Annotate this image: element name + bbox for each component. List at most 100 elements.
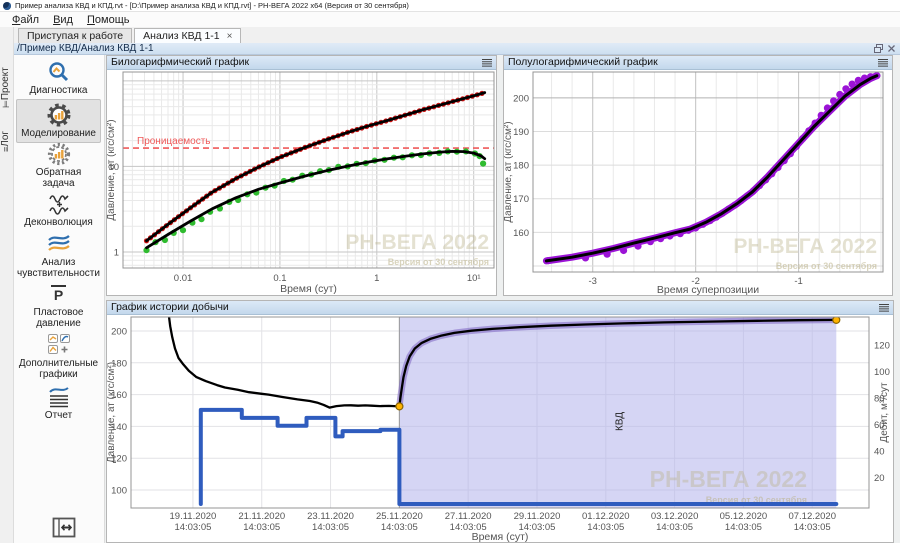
y-axis-title: Давление, ат (кгс/см²): [107, 119, 117, 220]
svg-text:14:03:05: 14:03:05: [794, 522, 831, 533]
svg-text:14:03:05: 14:03:05: [725, 522, 762, 533]
history-chart[interactable]: КВД РН-ВЕГА 2022 Версия от 30 сентября 19.1…: [107, 315, 893, 542]
close-panel-icon[interactable]: [887, 44, 896, 53]
svg-text:180: 180: [513, 161, 529, 172]
svg-text:14:03:05: 14:03:05: [656, 522, 693, 533]
axis-tick-labels: -3 -2 -1 160 170 180 190 200: [513, 93, 803, 287]
svg-text:07.12.2020: 07.12.2020: [788, 511, 836, 522]
plot-background: [533, 72, 883, 272]
panel-menu-icon[interactable]: [878, 303, 890, 312]
svg-text:1: 1: [374, 273, 379, 284]
svg-text:14:03:05: 14:03:05: [174, 522, 211, 533]
panel-semilog: Полулогарифмический график РН-ВЕГА 2022 В…: [503, 55, 893, 296]
tab-close-icon[interactable]: ×: [226, 31, 233, 42]
buildup-region: [399, 317, 837, 508]
float-panel-icon[interactable]: [874, 44, 883, 53]
svg-text:03.12.2020: 03.12.2020: [651, 511, 699, 522]
menu-file[interactable]: Файл: [12, 13, 40, 26]
svg-text:160: 160: [513, 228, 529, 239]
plot-border: [532, 71, 884, 273]
svg-text:100: 100: [111, 486, 127, 497]
vtab-label: Лог: [0, 130, 11, 147]
menu-view[interactable]: Вид: [53, 13, 73, 26]
svg-text:80: 80: [874, 393, 885, 404]
derivative-model: [145, 150, 487, 250]
svg-text:160: 160: [111, 390, 127, 401]
tab-label: Приступая к работе: [27, 30, 124, 42]
permeability-annotation: Проницаемость: [137, 136, 211, 147]
svg-text:200: 200: [513, 93, 529, 104]
svg-text:-1: -1: [794, 276, 802, 287]
svg-text:01.12.2020: 01.12.2020: [582, 511, 630, 522]
sidebar-tab-project[interactable]: ⊨Проект: [0, 57, 14, 119]
tab-getting-started[interactable]: Приступая к работе: [18, 28, 133, 43]
watermark-text: РН-ВЕГА 2022: [650, 466, 807, 492]
inverse-problem-icon: [16, 141, 101, 167]
svg-text:25.11.2020: 25.11.2020: [376, 511, 423, 522]
plot-border: [130, 316, 870, 509]
panel-menu-icon[interactable]: [481, 58, 493, 67]
vtab-label: Проект: [0, 67, 11, 101]
sidebar-item-diagnostics[interactable]: Диагностика: [16, 59, 101, 96]
panel-menu-icon[interactable]: [877, 58, 889, 67]
app-logo-icon: [3, 1, 11, 10]
grid-lines: [533, 72, 883, 272]
breadcrumb: /Пример КВД/Анализ КВД 1-1: [14, 43, 900, 55]
panel-loglog: Билогарифмический график РН-ВЕГА 2022 Вер…: [106, 55, 497, 296]
sidebar-item-modeling[interactable]: Моделирование: [16, 99, 101, 143]
loglog-chart[interactable]: РН-ВЕГА 2022 Версия от 30 сентября Проница…: [107, 70, 496, 295]
rate-history: [198, 407, 839, 506]
svg-text:60: 60: [874, 420, 885, 431]
svg-text:14:03:05: 14:03:05: [450, 522, 487, 533]
svg-text:10: 10: [108, 162, 119, 173]
watermark-text: РН-ВЕГА 2022: [345, 231, 489, 254]
additional-charts-icon: [16, 332, 101, 358]
series-group: [167, 317, 841, 506]
svg-text:40: 40: [874, 447, 885, 458]
sidebar-item-sensitivity-analysis[interactable]: Анализ чувствительности: [16, 231, 101, 279]
panel-title: График истории добычи: [111, 301, 229, 313]
svg-text:20: 20: [874, 473, 885, 484]
diagnostics-icon: [16, 59, 101, 85]
y-axis-title: Давление, ат (кгс/см²): [504, 121, 514, 222]
panel-header-loglog: Билогарифмический график: [107, 56, 496, 70]
formation-pressure-icon: P: [16, 281, 101, 307]
sidebar-item-additional-charts[interactable]: Дополнительные графики: [16, 332, 101, 380]
svg-text:14:03:05: 14:03:05: [243, 522, 280, 533]
svg-text:0.1: 0.1: [273, 273, 286, 284]
x-axis-title: Время (сут): [472, 531, 529, 542]
report-icon: [16, 384, 101, 410]
series-group: [542, 72, 881, 265]
tab-analysis-kvd[interactable]: Анализ КВД 1-1 ×: [134, 28, 242, 43]
svg-text:05.12.2020: 05.12.2020: [720, 511, 768, 522]
model-line: [544, 74, 879, 263]
panel-header-history: График истории добычи: [107, 301, 893, 315]
series-group: [143, 90, 487, 254]
sidebar-tab-log[interactable]: ≡Лог: [0, 123, 14, 159]
svg-text:14:03:05: 14:03:05: [587, 522, 624, 533]
svg-text:0.01: 0.01: [174, 273, 193, 284]
sidebar-item-formation-pressure[interactable]: P Пластовое давление: [16, 281, 101, 329]
breadcrumb-path: /Пример КВД/Анализ КВД 1-1: [17, 43, 154, 54]
watermark-version-text: Версия от 30 сентября: [776, 261, 877, 271]
panel-history: График истории добычи КВД РН-ВЕГА 2022 Вер…: [106, 300, 894, 543]
modeling-icon: [17, 102, 100, 128]
log-icon: ≡: [1, 146, 11, 152]
svg-text:-2: -2: [691, 276, 699, 287]
svg-text:180: 180: [111, 358, 127, 369]
menu-help[interactable]: Помощь: [86, 13, 130, 26]
sensitivity-analysis-icon: [16, 231, 101, 257]
sidebar-item-report[interactable]: Отчет: [16, 384, 101, 421]
panel-header-semilog: Полулогарифмический график: [504, 56, 892, 70]
sidebar-item-deconvolution[interactable]: Деконволюция: [16, 191, 101, 228]
svg-text:14:03:05: 14:03:05: [381, 522, 418, 533]
y-axis-title: Давление, ат (кгс/см²): [107, 362, 117, 463]
collapse-sidebar-button[interactable]: [50, 514, 78, 542]
title-bar: Пример анализа КВД и КПД.rvt - [D:\Приме…: [0, 0, 900, 12]
semilog-chart[interactable]: РН-ВЕГА 2022 Версия от 30 сентября -3 -2 -1 1…: [504, 70, 892, 295]
sidebar-item-inverse-problem[interactable]: Обратная задача: [16, 141, 101, 189]
collapse-panel-icon: [52, 517, 76, 538]
deconvolution-icon: [16, 191, 101, 217]
svg-text:200: 200: [111, 326, 127, 337]
